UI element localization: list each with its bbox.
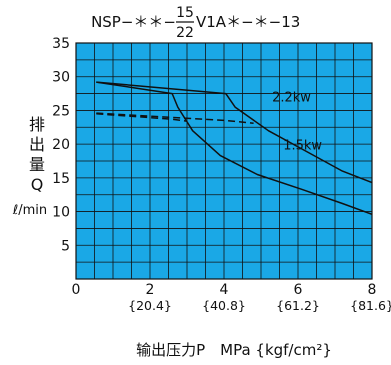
series-layer: [96, 81, 373, 216]
plot-border: [75, 42, 373, 280]
x-tick-label: 4: [220, 282, 229, 298]
x-tick-label: 8: [368, 282, 377, 298]
x-tick-label: 0: [72, 282, 81, 298]
chart-title: NSP−＊＊− 15 22 V1A＊−＊−13: [91, 5, 300, 41]
series-label: 2.2kw: [272, 91, 311, 106]
y-axis-label-char: Q: [31, 175, 44, 194]
x-tick-label: 2: [146, 282, 155, 298]
series-label: 1.5kw: [283, 139, 322, 154]
y-axis-label-char: 量: [29, 155, 45, 174]
x-tick-labels: 0 2{20.4} 4{40.8} 6{61.2} 8{81.6}: [72, 282, 391, 313]
series-line-dashed-3: [96, 112, 254, 124]
x-tick-sublabel: {61.2}: [276, 298, 320, 313]
y-tick-label: 15: [52, 171, 70, 187]
title-fraction-bottom: 22: [176, 25, 194, 41]
y-tick-label: 30: [52, 70, 70, 86]
series-line-2.2kw: [96, 81, 373, 184]
y-tick-label: 10: [52, 205, 70, 221]
y-tick-labels: 5 10 15 20 25 30 35: [52, 36, 70, 254]
y-tick-label: 5: [61, 238, 70, 254]
x-tick-sublabel: {81.6}: [350, 298, 391, 313]
x-tick-sublabel: {20.4}: [128, 298, 172, 313]
series-line-dashed-2: [96, 113, 188, 122]
x-tick-label: 6: [294, 282, 303, 298]
title-prefix: NSP−＊＊−: [91, 13, 176, 31]
y-axis-unit: ℓ/min: [12, 203, 47, 218]
y-axis-label-char: 排: [29, 115, 45, 134]
title-suffix: V1A＊−＊−13: [196, 13, 300, 31]
x-axis-label: 输出压力P MPa {kgf/cm²}: [136, 341, 332, 359]
annotation-layer: 2.2kw 1.5kw: [272, 91, 322, 154]
series-line-1.5kw: [96, 81, 373, 216]
x-tick-sublabel: {40.8}: [202, 298, 246, 313]
y-tick-label: 35: [52, 36, 70, 52]
y-tick-label: 20: [52, 137, 70, 153]
y-tick-label: 25: [52, 103, 70, 119]
title-fraction-top: 15: [176, 5, 194, 21]
y-axis-label-char: 出: [29, 135, 45, 154]
